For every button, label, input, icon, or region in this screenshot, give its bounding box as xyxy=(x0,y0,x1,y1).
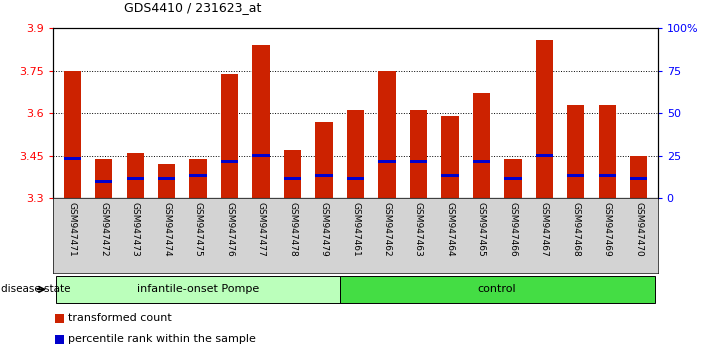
Bar xyxy=(221,74,238,198)
Text: control: control xyxy=(478,284,516,295)
Bar xyxy=(567,105,584,198)
Bar xyxy=(630,156,648,198)
Text: GSM947462: GSM947462 xyxy=(383,202,392,257)
Bar xyxy=(316,122,333,198)
Bar xyxy=(535,40,553,198)
Text: GSM947468: GSM947468 xyxy=(572,202,580,257)
Bar xyxy=(347,110,364,198)
Text: infantile-onset Pompe: infantile-onset Pompe xyxy=(137,284,260,295)
Text: GDS4410 / 231623_at: GDS4410 / 231623_at xyxy=(124,1,262,14)
Bar xyxy=(127,177,144,180)
Bar xyxy=(158,164,176,198)
Bar xyxy=(189,159,207,198)
Text: GSM947470: GSM947470 xyxy=(634,202,643,257)
Bar xyxy=(599,105,616,198)
Bar xyxy=(316,174,333,177)
Text: percentile rank within the sample: percentile rank within the sample xyxy=(68,335,256,344)
Text: GSM947461: GSM947461 xyxy=(351,202,360,257)
Text: GSM947479: GSM947479 xyxy=(319,202,328,257)
Text: GSM947477: GSM947477 xyxy=(257,202,266,257)
Text: GSM947478: GSM947478 xyxy=(288,202,297,257)
Text: GSM947467: GSM947467 xyxy=(540,202,549,257)
Bar xyxy=(410,160,427,163)
Bar xyxy=(55,314,64,323)
Bar xyxy=(221,160,238,163)
Bar xyxy=(56,276,340,303)
Bar xyxy=(55,335,64,344)
Bar xyxy=(567,174,584,177)
Text: GSM947475: GSM947475 xyxy=(193,202,203,257)
Bar xyxy=(442,116,459,198)
Bar xyxy=(599,174,616,177)
Bar xyxy=(340,276,655,303)
Text: transformed count: transformed count xyxy=(68,313,171,323)
Text: GSM947476: GSM947476 xyxy=(225,202,234,257)
Text: GSM947474: GSM947474 xyxy=(162,202,171,257)
Bar xyxy=(347,177,364,180)
Bar xyxy=(95,159,112,198)
Bar xyxy=(95,179,112,183)
Text: GSM947466: GSM947466 xyxy=(508,202,518,257)
Bar xyxy=(252,45,269,198)
Bar xyxy=(535,154,553,158)
Text: GSM947463: GSM947463 xyxy=(414,202,423,257)
Bar xyxy=(284,177,301,180)
Bar xyxy=(63,157,81,160)
Bar xyxy=(252,154,269,158)
Bar xyxy=(158,177,176,180)
Bar xyxy=(189,174,207,177)
Text: GSM947472: GSM947472 xyxy=(100,202,108,257)
Bar xyxy=(284,150,301,198)
Bar xyxy=(473,93,490,198)
Bar xyxy=(410,110,427,198)
Bar xyxy=(504,159,522,198)
Text: disease state: disease state xyxy=(1,284,70,295)
Bar xyxy=(378,71,395,198)
Text: GSM947464: GSM947464 xyxy=(445,202,454,257)
Text: GSM947473: GSM947473 xyxy=(131,202,139,257)
Bar xyxy=(63,71,81,198)
Bar xyxy=(442,174,459,177)
Bar xyxy=(127,153,144,198)
Text: GSM947469: GSM947469 xyxy=(603,202,611,257)
Bar xyxy=(504,177,522,180)
Bar xyxy=(473,160,490,163)
Bar xyxy=(630,177,648,180)
Bar xyxy=(378,160,395,163)
Text: GSM947465: GSM947465 xyxy=(477,202,486,257)
Text: GSM947471: GSM947471 xyxy=(68,202,77,257)
